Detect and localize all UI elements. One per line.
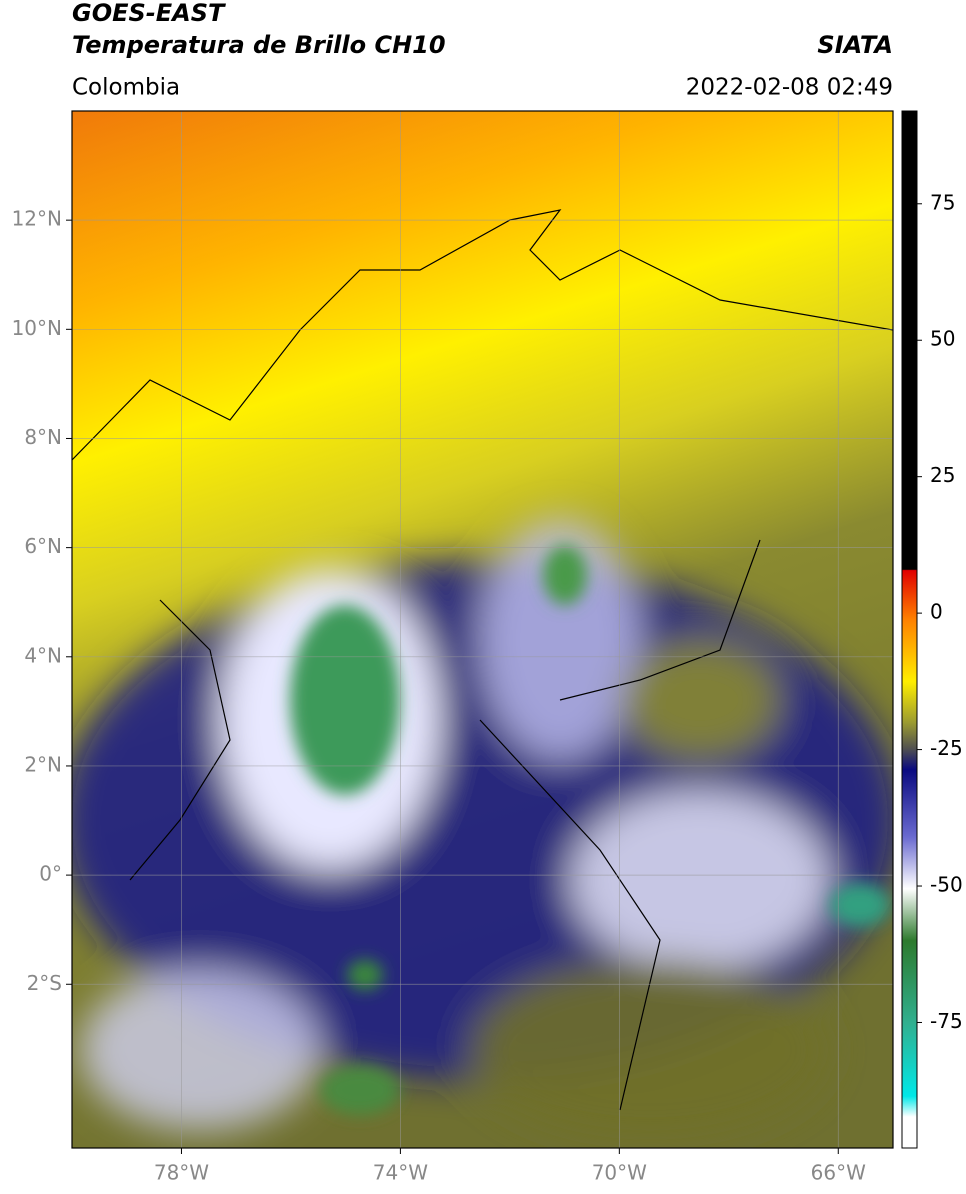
colorbar-tick-label: 0 (930, 600, 943, 624)
lon-tick-label: 78°W (154, 1161, 209, 1185)
colorbar-tick-label: 50 (930, 327, 955, 351)
source: SIATA (817, 31, 893, 59)
lat-tick-label: 12°N (12, 207, 62, 231)
title: GOES-EAST (72, 0, 226, 27)
colorbar (901, 110, 918, 1149)
lat-tick-label: 0° (39, 862, 62, 886)
datetime: 2022-02-08 02:49 (686, 75, 893, 101)
lat-tick-label: 2°N (24, 752, 62, 776)
lat-tick-label: 4°N (24, 643, 62, 667)
colorbar-tick-label: -75 (930, 1009, 963, 1033)
lon-tick-label: 70°W (592, 1161, 647, 1185)
lat-tick-label: 10°N (12, 316, 62, 340)
lat-tick-label: 2°S (27, 971, 62, 995)
colorbar-tick-label: -50 (930, 873, 963, 897)
lon-tick-label: 66°W (811, 1161, 866, 1185)
colorbar-tick-label: 75 (930, 190, 955, 214)
subtitle: Temperatura de Brillo CH10 (72, 31, 446, 59)
lat-tick-label: 8°N (24, 425, 62, 449)
colorbar-tick-label: -25 (930, 736, 963, 760)
region: Colombia (72, 75, 180, 101)
lon-tick-label: 74°W (373, 1161, 428, 1185)
satellite-image (72, 111, 893, 1148)
lat-tick-label: 6°N (24, 534, 62, 558)
colorbar-tick-label: 25 (930, 463, 955, 487)
map-frame (71, 110, 894, 1149)
